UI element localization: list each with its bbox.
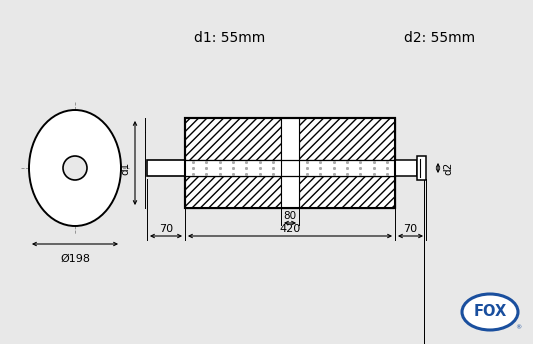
Bar — [299, 160, 395, 176]
Text: d2: 55mm: d2: 55mm — [405, 31, 475, 45]
Text: 70: 70 — [159, 224, 173, 234]
Bar — [185, 176, 281, 208]
Text: d2: d2 — [443, 161, 453, 175]
Text: 420: 420 — [279, 224, 301, 234]
Bar — [185, 118, 395, 208]
Bar — [299, 176, 395, 208]
Bar — [299, 118, 395, 160]
Ellipse shape — [63, 156, 87, 180]
Ellipse shape — [462, 294, 518, 330]
Text: ®: ® — [515, 325, 521, 331]
Text: d1: d1 — [120, 161, 130, 175]
Bar — [417, 156, 426, 180]
Text: 70: 70 — [403, 224, 417, 234]
Bar — [147, 160, 185, 176]
Bar — [299, 176, 395, 208]
Bar — [185, 118, 395, 208]
Bar — [185, 176, 281, 208]
Bar — [185, 160, 281, 176]
Text: Ø198: Ø198 — [60, 254, 90, 264]
Bar — [185, 118, 281, 160]
Bar — [299, 118, 395, 160]
Ellipse shape — [29, 110, 121, 226]
Text: d1: 55mm: d1: 55mm — [195, 31, 265, 45]
Bar — [185, 118, 281, 160]
Bar — [281, 118, 299, 208]
Bar — [395, 160, 417, 176]
Text: FOX: FOX — [473, 304, 507, 320]
Text: 80: 80 — [284, 211, 296, 221]
